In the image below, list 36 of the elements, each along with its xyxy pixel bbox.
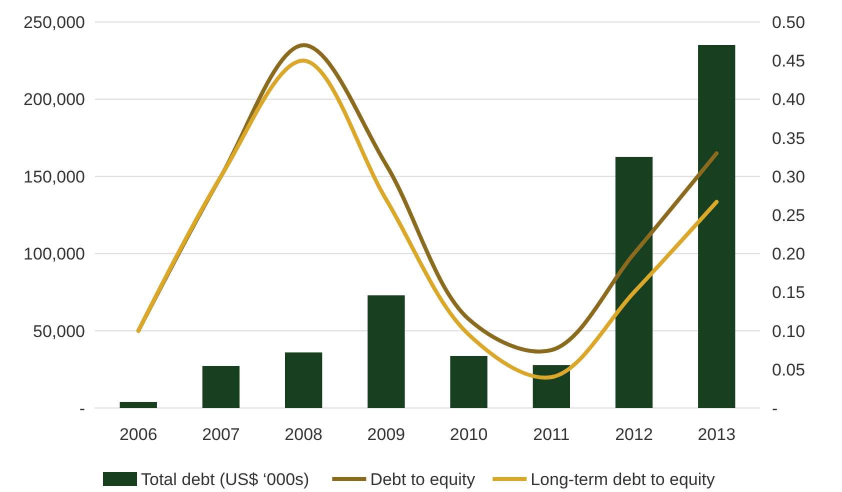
bar (368, 295, 405, 408)
y2-tick-label: 0.35 (772, 128, 806, 148)
bar (285, 352, 322, 408)
x-tick-label: 2012 (615, 425, 653, 444)
y-tick-label: 200,000 (24, 90, 85, 110)
y2-tick-label: 0.50 (772, 12, 806, 32)
legend-label: Total debt (US$ ‘000s) (141, 470, 310, 489)
bar (120, 402, 157, 408)
x-tick-label: 2013 (698, 425, 736, 444)
x-tick-label: 2008 (284, 425, 322, 444)
x-tick-label: 2007 (202, 425, 240, 444)
y-tick-label: 50,000 (33, 322, 85, 341)
y2-tick-label: 0.15 (772, 283, 806, 302)
bar (615, 156, 653, 408)
y-tick-label: 250,000 (24, 12, 85, 32)
bar (698, 45, 736, 408)
legend-label: Long-term debt to equity (530, 470, 716, 489)
y2-tick-label: 0.45 (772, 52, 806, 71)
bar (202, 366, 240, 408)
x-tick-label: 2009 (367, 425, 406, 444)
y2-tick-label: 0.25 (772, 206, 806, 225)
x-tick-label: 2010 (450, 425, 488, 444)
bar (450, 356, 488, 408)
x-tick-label: 2006 (119, 425, 158, 444)
y2-tick-label: 0.05 (772, 360, 806, 380)
y-tick-label: 100,000 (24, 244, 85, 264)
y-tick-label: 150,000 (24, 167, 85, 186)
y2-tick-label: - (772, 398, 778, 418)
bar (532, 365, 570, 408)
legend-label: Debt to equity (370, 470, 476, 489)
y2-tick-label: 0.10 (772, 322, 806, 341)
x-tick-label: 2011 (533, 425, 570, 444)
y2-tick-label: 0.40 (772, 90, 806, 110)
y-tick-label: - (79, 398, 85, 418)
y2-tick-label: 0.30 (772, 167, 806, 186)
y2-tick-label: 0.20 (772, 244, 806, 264)
